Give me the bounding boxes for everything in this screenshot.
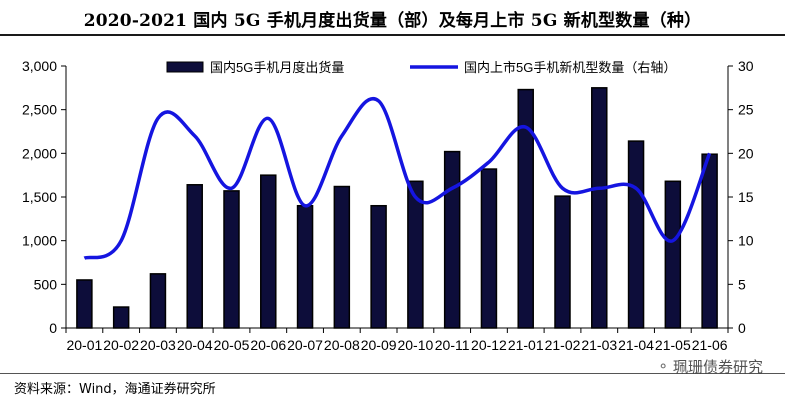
left-tick-label: 1,500 [22,189,57,205]
x-tick-label: 20-11 [435,337,470,353]
bar [627,140,645,329]
chart-legend: 国内5G手机月度出货量 国内上市5G手机新机型数量（右轴） [166,60,676,75]
x-tick-label: 20-04 [177,337,213,353]
x-tick-label: 20-03 [140,337,176,353]
x-tick-label: 21-05 [655,337,691,353]
bar [76,279,93,329]
right-tick-label: 0 [738,320,746,336]
bar [443,150,461,329]
watermark: ⚬ 珮珊债券研究 [657,356,763,377]
chart-title: 2020-2021 国内 5G 手机月度出货量（部）及每月上市 5G 新机型数量… [83,11,702,31]
left-tick-label: 2,000 [22,145,57,161]
right-tick-label: 25 [738,102,754,118]
chart-area: 0 500 1,000 1,500 2,000 2,500 3,000 0 5 10 15 20 25 3… [22,58,754,353]
x-tick-label: 21-06 [692,337,728,353]
bar [664,180,682,329]
bar [149,273,167,329]
bar [370,204,387,329]
x-tick-label: 20-08 [324,337,360,353]
right-tick-label: 5 [738,276,746,292]
legend-bar-swatch [166,61,204,73]
x-tick-label: 20-01 [66,337,102,353]
left-tick-label: 500 [34,276,58,292]
left-tick-label: 1,000 [22,233,57,249]
right-tick-label: 15 [738,189,754,205]
chart-axes: 0 500 1,000 1,500 2,000 2,500 3,000 0 5 10 15 20 25 3… [22,58,754,353]
x-tick-label: 20-07 [287,337,323,353]
x-tick-label: 20-02 [103,337,139,353]
line-series [83,97,712,260]
bar [591,87,608,329]
right-tick-label: 10 [738,233,754,249]
x-tick-label: 21-02 [545,337,581,353]
source-note: 资料来源：Wind，海通证券研究所 [14,382,216,397]
bar [260,174,277,329]
bar-series [76,87,718,329]
bar [480,168,498,329]
bar [554,195,571,329]
bar [112,306,130,329]
legend-line-label: 国内上市5G手机新机型数量（右轴） [464,60,676,75]
left-tick-label: 3,000 [22,58,57,74]
title-divider [0,34,785,36]
x-tick-label: 20-10 [397,337,433,353]
x-tick-label: 21-04 [618,337,654,353]
bar [186,184,203,329]
line-path [83,97,712,260]
x-tick-label: 20-05 [214,337,250,353]
right-tick-label: 20 [738,145,754,161]
x-tick-label: 20-09 [361,337,397,353]
x-tick-label: 20-06 [250,337,286,353]
bar [407,180,424,329]
bar [296,204,314,329]
bar [701,153,718,329]
right-tick-label: 30 [738,58,754,74]
wechat-icon: ⚬ [657,358,669,375]
x-tick-label: 20-12 [471,337,507,353]
legend-bar-label: 国内5G手机月度出货量 [210,60,344,75]
left-tick-label: 0 [49,320,57,336]
bar [223,190,240,329]
x-tick-label: 21-01 [508,337,544,353]
left-tick-label: 2,500 [22,102,57,118]
footer-divider [0,373,785,374]
bar [517,88,534,329]
watermark-text: 珮珊债券研究 [672,358,763,376]
bar [333,185,351,329]
x-tick-label: 21-03 [581,337,617,353]
